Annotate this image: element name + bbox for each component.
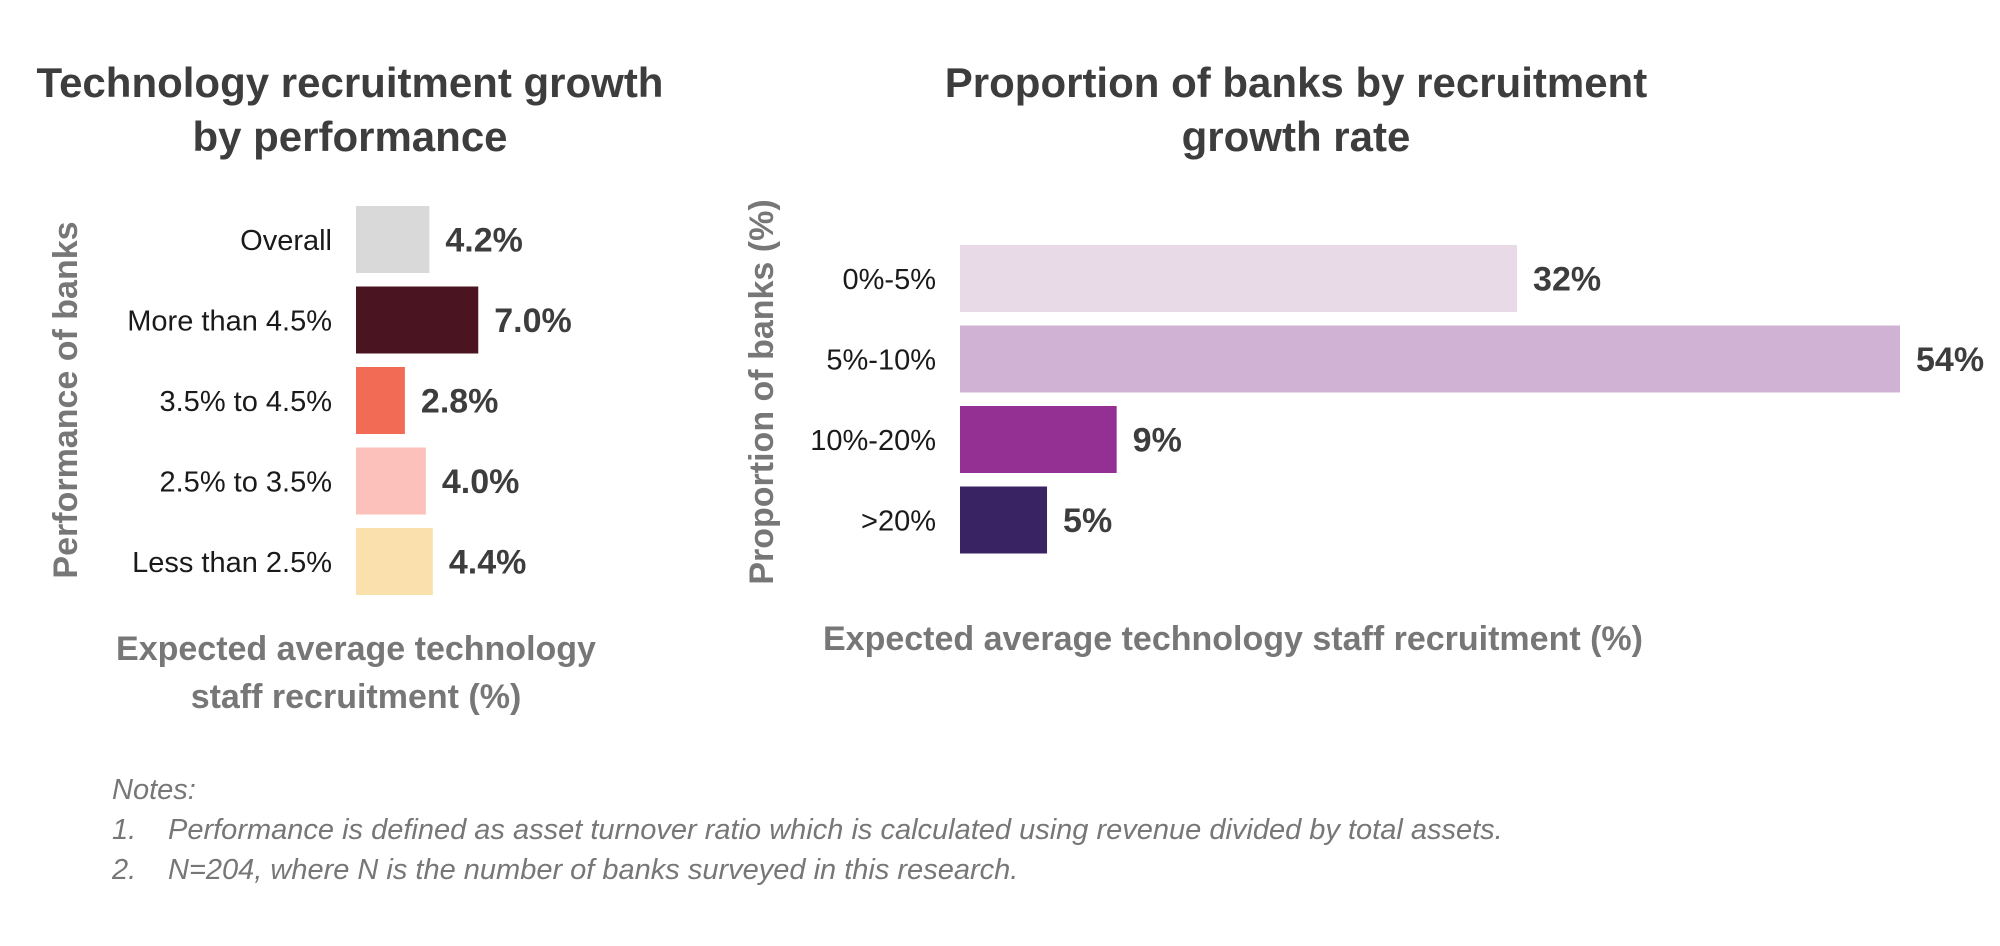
right-y-axis-label: Proportion of banks (%)	[743, 199, 781, 584]
left-category-label: Overall	[240, 225, 332, 257]
left-value-label: 2.8%	[421, 383, 499, 421]
note-2-text: N=204, where N is the number of banks su…	[168, 854, 1019, 886]
right-category-label: 5%-10%	[826, 344, 936, 376]
right-value-label: 9%	[1133, 422, 1182, 460]
left-category-label: Less than 2.5%	[132, 547, 332, 579]
left-bar	[356, 528, 433, 595]
left-value-label: 4.2%	[445, 222, 523, 260]
note-1-number: 1.	[112, 814, 137, 846]
note-2: 2. N=204, where N is the number of banks…	[112, 850, 1912, 890]
chart-growth-rate: Proportion of banks by recruitment growth…	[743, 59, 1984, 658]
right-category-label: >20%	[861, 505, 936, 537]
note-2-number: 2.	[112, 854, 137, 886]
left-value-label: 4.4%	[449, 544, 527, 582]
right-bar	[960, 406, 1117, 473]
left-value-label: 7.0%	[494, 302, 572, 340]
left-title-line-1: Technology recruitment growth	[37, 59, 664, 106]
left-category-label: More than 4.5%	[127, 305, 332, 337]
left-x-axis-label-line-2: staff recruitment (%)	[191, 678, 522, 716]
notes-heading: Notes:	[112, 774, 196, 806]
left-value-label: 4.0%	[442, 463, 520, 501]
right-title-line-2: growth rate	[1182, 113, 1411, 160]
chart-performance: Technology recruitment growth by performa…	[37, 59, 664, 716]
right-title-line-1: Proportion of banks by recruitment	[945, 59, 1647, 106]
right-category-label: 0%-5%	[843, 264, 937, 296]
right-bar	[960, 325, 1900, 393]
left-bar	[356, 206, 430, 273]
right-value-label: 5%	[1063, 502, 1112, 540]
right-bar	[960, 245, 1518, 312]
left-bar	[356, 367, 405, 434]
right-category-label: 10%-20%	[810, 425, 936, 457]
left-bar	[356, 447, 426, 515]
left-y-axis-label: Performance of banks	[47, 221, 85, 578]
right-bar	[960, 486, 1048, 554]
left-title-line-2: by performance	[192, 113, 507, 160]
right-x-axis-label-line-1: Expected average technology staff recrui…	[823, 620, 1643, 658]
notes: Notes: 1. Performance is defined as asse…	[112, 770, 1912, 890]
left-category-label: 3.5% to 4.5%	[160, 386, 333, 418]
note-1: 1. Performance is defined as asset turno…	[112, 810, 1912, 850]
left-category-label: 2.5% to 3.5%	[160, 466, 333, 498]
right-value-label: 32%	[1533, 261, 1601, 299]
left-x-axis-label-line-1: Expected average technology	[116, 630, 596, 668]
note-1-text: Performance is defined as asset turnover…	[168, 814, 1503, 846]
left-bar	[356, 286, 479, 354]
right-value-label: 54%	[1916, 341, 1984, 379]
